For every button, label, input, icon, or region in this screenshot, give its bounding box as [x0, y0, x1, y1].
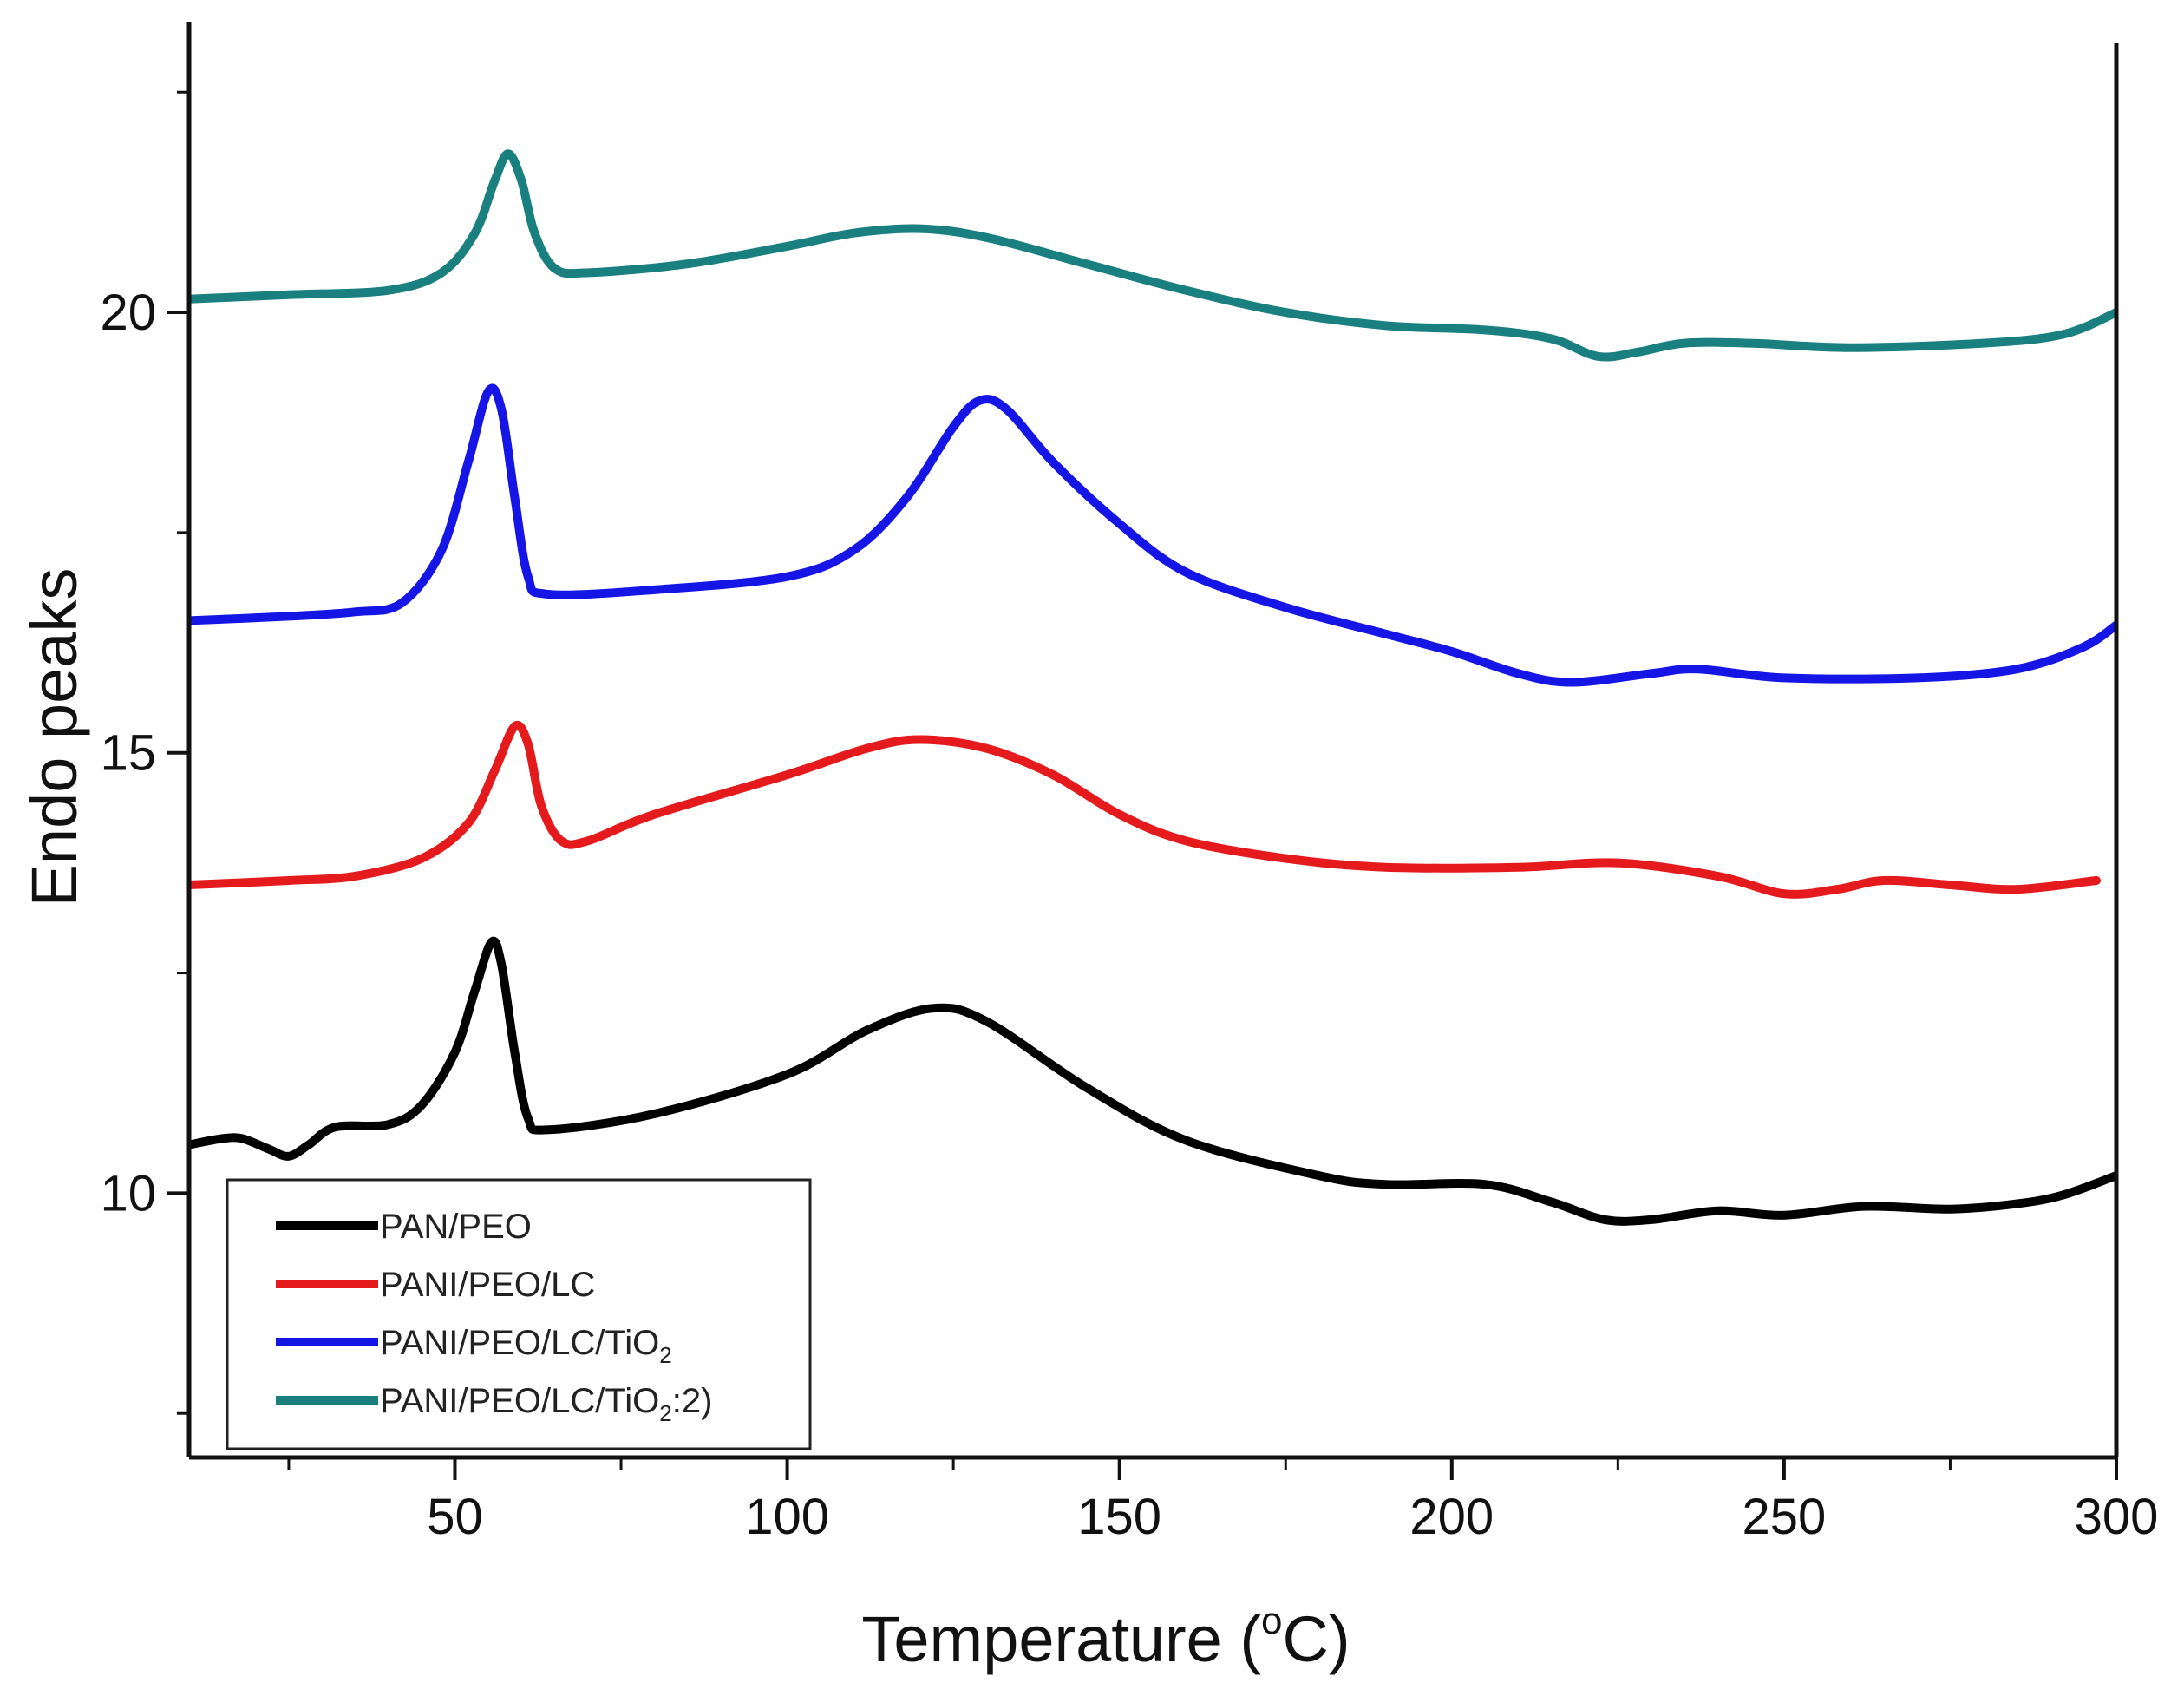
series-line-pani-peo-lc-tio2-2: [189, 149, 2116, 362]
y-axis-title: Endo peaks: [18, 568, 90, 907]
legend-label-main: PANI/PEO/LC: [380, 1266, 595, 1304]
x-axis-title-suffix: C): [1283, 1603, 1350, 1675]
legend: PAN/PEOPANI/PEO/LCPANI/PEO/LC/TiO2PANI/P…: [226, 1178, 812, 1450]
x-axis-title: Temperature (oC): [861, 1600, 1350, 1675]
x-tick-label: 300: [2075, 1489, 2159, 1545]
legend-label-tail: :2): [672, 1382, 713, 1420]
legend-label-pani-peo-lc: PANI/PEO/LC: [380, 1266, 595, 1304]
series-line-pani-peo-lc: [189, 721, 2101, 899]
legend-label-pan-peo: PAN/PEO: [380, 1208, 532, 1246]
x-axis-title-prefix: Temperature (: [861, 1603, 1261, 1675]
legend-label-subscript: 2: [659, 1342, 671, 1368]
ticks-layer: 50 100 150 200 250 300 10 15 20: [100, 90, 2159, 1545]
series-layer: [189, 149, 2116, 1226]
legend-label-pani-peo-lc-tio2: PANI/PEO/LC/TiO2: [380, 1324, 672, 1368]
y-tick-label: 10: [100, 1165, 156, 1221]
series-line-pani-peo-lc-tio2: [189, 383, 2116, 687]
legend-label-pani-peo-lc-tio2-2: PANI/PEO/LC/TiO2:2): [380, 1382, 712, 1426]
legend-label-subscript: 2: [659, 1400, 671, 1426]
legend-label-main: PANI/PEO/LC/TiO: [380, 1324, 659, 1362]
y-tick-label: 15: [100, 725, 156, 782]
x-tick-label: 50: [427, 1489, 483, 1545]
y-tick-label: 20: [100, 285, 156, 341]
series-line-pan-peo: [189, 936, 2116, 1226]
x-tick-label: 200: [1409, 1489, 1494, 1545]
legend-label-main: PAN/PEO: [380, 1208, 532, 1246]
x-axis-title-degree: o: [1261, 1600, 1282, 1642]
x-tick-label: 150: [1077, 1489, 1161, 1545]
x-tick-label: 100: [745, 1489, 829, 1545]
x-tick-label: 250: [1743, 1489, 1827, 1545]
legend-label-main: PANI/PEO/LC/TiO: [380, 1382, 659, 1420]
